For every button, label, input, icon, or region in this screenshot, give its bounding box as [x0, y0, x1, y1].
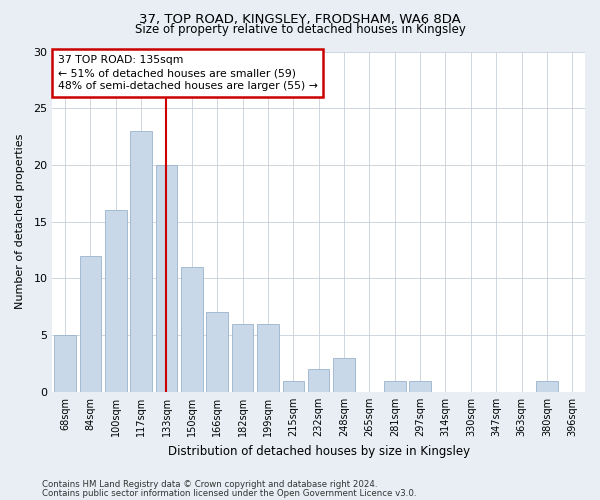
- Bar: [257, 324, 279, 392]
- Y-axis label: Number of detached properties: Number of detached properties: [15, 134, 25, 310]
- Text: Size of property relative to detached houses in Kingsley: Size of property relative to detached ho…: [134, 22, 466, 36]
- Text: Contains HM Land Registry data © Crown copyright and database right 2024.: Contains HM Land Registry data © Crown c…: [42, 480, 377, 489]
- Bar: [130, 131, 152, 392]
- Bar: [283, 380, 304, 392]
- Bar: [155, 165, 177, 392]
- X-axis label: Distribution of detached houses by size in Kingsley: Distribution of detached houses by size …: [167, 444, 470, 458]
- Bar: [232, 324, 253, 392]
- Bar: [409, 380, 431, 392]
- Bar: [384, 380, 406, 392]
- Bar: [181, 267, 203, 392]
- Bar: [333, 358, 355, 392]
- Text: 37, TOP ROAD, KINGSLEY, FRODSHAM, WA6 8DA: 37, TOP ROAD, KINGSLEY, FRODSHAM, WA6 8D…: [139, 12, 461, 26]
- Text: Contains public sector information licensed under the Open Government Licence v3: Contains public sector information licen…: [42, 489, 416, 498]
- Bar: [54, 335, 76, 392]
- Text: 37 TOP ROAD: 135sqm
← 51% of detached houses are smaller (59)
48% of semi-detach: 37 TOP ROAD: 135sqm ← 51% of detached ho…: [58, 55, 317, 92]
- Bar: [206, 312, 228, 392]
- Bar: [80, 256, 101, 392]
- Bar: [536, 380, 558, 392]
- Bar: [105, 210, 127, 392]
- Bar: [308, 369, 329, 392]
